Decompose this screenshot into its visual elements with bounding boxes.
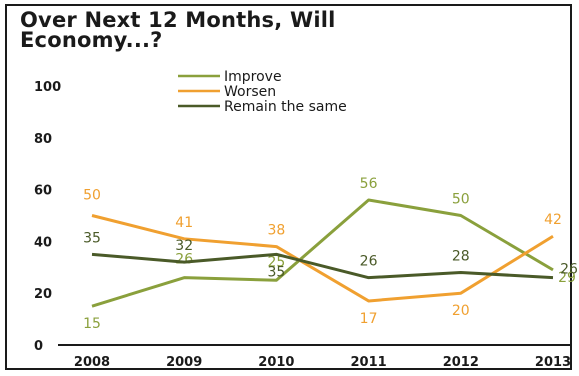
data-label-improve-2008: 15 — [83, 316, 101, 332]
data-label-improve-2011: 56 — [360, 176, 378, 192]
data-label-improve-2013: 29 — [558, 270, 576, 286]
series-line-improve — [91, 198, 554, 308]
data-label-improve-2009: 26 — [175, 252, 193, 268]
data-label-worsen-2012: 20 — [452, 303, 470, 319]
x-tick-label-2010: 2010 — [258, 355, 294, 370]
series-line-worsen — [91, 214, 554, 303]
legend-label-remain-the-same: Remain the same — [224, 99, 347, 115]
series-line-remain-the-same — [91, 252, 554, 280]
chart-frame — [5, 4, 572, 370]
chart-title: Over Next 12 Months, Will Economy...? — [20, 8, 336, 52]
x-tick-label-2009: 2009 — [166, 355, 202, 370]
data-label-remain-the-same-2009: 32 — [175, 238, 193, 254]
y-tick-label-20: 20 — [34, 287, 52, 302]
x-tick-label-2013: 2013 — [535, 355, 571, 370]
legend-label-improve: Improve — [224, 69, 282, 85]
data-label-remain-the-same-2013: 26 — [560, 262, 578, 278]
data-label-improve-2010: 25 — [267, 254, 285, 270]
data-label-improve-2012: 50 — [452, 192, 470, 208]
y-tick-label-100: 100 — [34, 80, 61, 95]
y-tick-label-40: 40 — [34, 235, 52, 250]
data-label-remain-the-same-2012: 28 — [452, 248, 470, 264]
data-label-worsen-2009: 41 — [175, 215, 193, 231]
y-tick-label-0: 0 — [34, 339, 43, 354]
data-label-worsen-2011: 17 — [360, 311, 378, 327]
data-label-worsen-2008: 50 — [83, 188, 101, 204]
chart-title-line-1: Over Next 12 Months, Will — [20, 8, 336, 32]
data-label-worsen-2010: 38 — [267, 223, 285, 239]
chart-title-line-2: Economy...? — [20, 28, 163, 52]
data-label-remain-the-same-2008: 35 — [83, 230, 101, 246]
data-label-remain-the-same-2010: 35 — [267, 264, 285, 280]
x-tick-label-2012: 2012 — [443, 355, 479, 370]
data-label-remain-the-same-2011: 26 — [360, 254, 378, 270]
data-label-worsen-2013: 42 — [544, 212, 562, 228]
legend-label-worsen: Worsen — [224, 84, 276, 100]
x-tick-label-2008: 2008 — [74, 355, 110, 370]
y-tick-label-80: 80 — [34, 132, 52, 147]
y-tick-label-60: 60 — [34, 184, 52, 199]
x-tick-label-2011: 2011 — [351, 355, 387, 370]
